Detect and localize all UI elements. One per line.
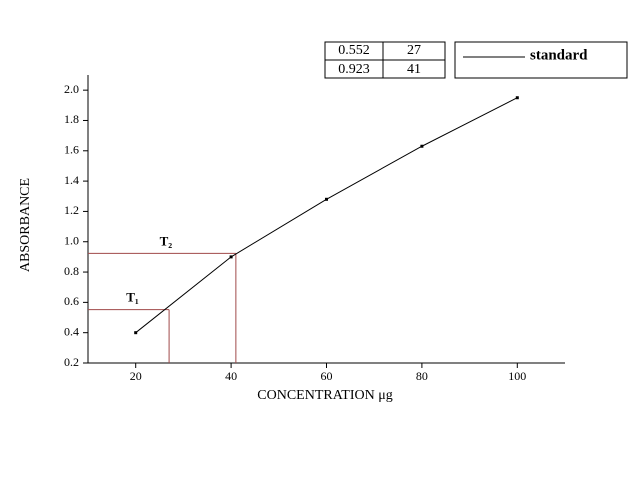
value-table: 0.552 27 0.923 41 [324, 41, 446, 79]
data-point [134, 331, 138, 335]
table-cell: 0.923 [338, 62, 370, 77]
y-tick-label: 0.4 [64, 324, 79, 338]
y-tick-label: 0.8 [64, 264, 79, 278]
annotation-label: T₁ [126, 290, 139, 305]
y-tick-label: 1.0 [64, 233, 79, 247]
table-cell: 27 [407, 43, 421, 58]
x-tick-label: 60 [321, 369, 333, 383]
x-axis-label: CONCENTRATION μg [257, 388, 392, 403]
legend-label: standard [530, 47, 588, 63]
y-tick-label: 0.6 [64, 294, 79, 308]
y-axis-label: ABSORBANCE [18, 178, 33, 272]
data-point [515, 96, 519, 100]
data-point [325, 197, 328, 201]
legend-box [454, 41, 628, 79]
y-tick-label: 1.6 [64, 143, 79, 157]
x-tick-label: 80 [416, 369, 428, 383]
x-tick-label: 20 [130, 369, 142, 383]
y-tick-label: 0.2 [64, 355, 79, 369]
y-tick-label: 1.2 [64, 203, 79, 217]
data-point [229, 255, 233, 259]
data-point [420, 144, 424, 148]
table-cell: 41 [407, 62, 421, 77]
x-tick-label: 100 [508, 369, 526, 383]
x-tick-label: 40 [225, 369, 237, 383]
annotation-label: T₂ [160, 233, 173, 248]
y-tick-label: 1.4 [64, 173, 79, 187]
y-tick-label: 2.0 [64, 82, 79, 96]
table-cell: 0.552 [338, 43, 370, 58]
y-tick-label: 1.8 [64, 112, 79, 126]
